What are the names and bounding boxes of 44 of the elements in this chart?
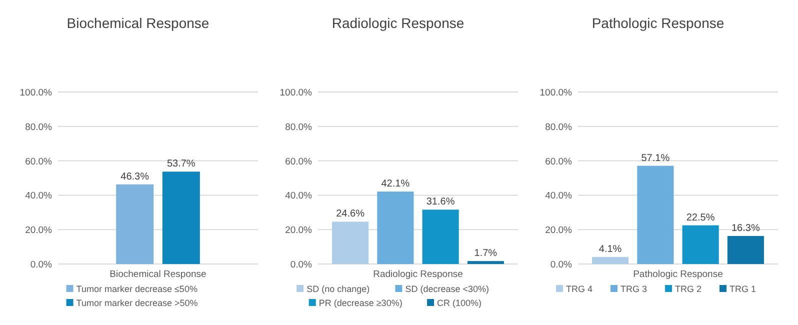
chart-title: Pathologic Response <box>592 15 724 31</box>
y-tick-label: 0.0% <box>290 260 313 270</box>
legend-label: SD (decrease <30%) <box>405 284 489 294</box>
data-label: 24.6% <box>336 208 365 220</box>
y-tick-label: 40.0% <box>25 190 53 202</box>
legend-label: SD (no change) <box>306 284 370 294</box>
y-tick-label: 80.0% <box>25 122 53 133</box>
data-label: 53.7% <box>166 158 196 170</box>
legend-label: TRG 3 <box>620 284 648 294</box>
data-label: 42.1% <box>381 178 410 190</box>
data-label: 22.5% <box>686 212 715 224</box>
y-tick-label: 100.0% <box>280 88 313 98</box>
y-tick-label: 20.0% <box>285 225 313 236</box>
data-label: 4.1% <box>598 244 622 255</box>
legend-label: TRG 2 <box>675 284 702 294</box>
y-tick-label: 80.0% <box>285 122 313 133</box>
y-tick-label: 0.0% <box>30 260 53 270</box>
chart-title: Biochemical Response <box>66 15 210 31</box>
chart-title: Radiologic Response <box>332 15 464 31</box>
y-tick-label: 40.0% <box>545 190 573 202</box>
y-tick-label: 20.0% <box>25 225 53 236</box>
x-axis-title: Biochemical Response <box>110 269 206 280</box>
data-label: 16.3% <box>732 222 760 234</box>
y-tick-label: 80.0% <box>545 122 573 133</box>
legend-label: Tumor marker decrease ≤50% <box>76 284 198 294</box>
legend-label: CR (100%) <box>437 298 482 308</box>
data-label: 1.7% <box>474 248 498 260</box>
x-axis-title: Pathologic Response <box>633 269 723 280</box>
y-tick-label: 20.0% <box>545 225 573 236</box>
data-label: 46.3% <box>120 171 150 182</box>
legend-label: PR (decrease ≥30%) <box>318 298 402 308</box>
x-axis-title: Radiologic Response <box>373 269 463 280</box>
legend-label: TRG 1 <box>730 284 756 294</box>
legend-label: Tumor marker decrease >50% <box>76 298 198 308</box>
legend-label: TRG 4 <box>566 284 593 294</box>
data-label: 57.1% <box>641 152 670 164</box>
y-tick-label: 0.0% <box>550 260 573 270</box>
y-tick-label: 100.0% <box>20 88 53 98</box>
y-tick-label: 60.0% <box>545 156 573 168</box>
data-label: 31.6% <box>426 196 455 208</box>
y-tick-label: 40.0% <box>285 190 313 202</box>
y-tick-label: 60.0% <box>25 156 53 168</box>
y-tick-label: 100.0% <box>540 88 573 98</box>
y-tick-label: 60.0% <box>285 156 313 168</box>
